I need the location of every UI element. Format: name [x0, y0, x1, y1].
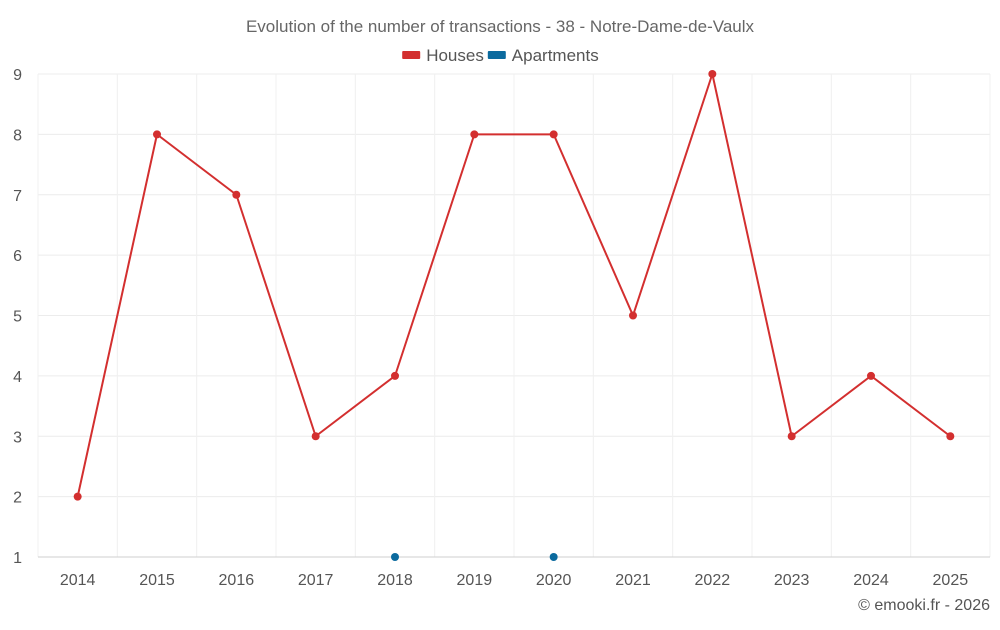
- y-tick-label: 3: [13, 429, 22, 446]
- data-point[interactable]: [549, 130, 558, 139]
- y-tick-label: 9: [13, 67, 22, 84]
- y-tick-label: 1: [13, 550, 22, 567]
- legend-label: Apartments: [512, 46, 599, 65]
- y-tick-label: 5: [13, 309, 22, 326]
- legend-item-houses[interactable]: Houses: [402, 46, 484, 65]
- x-tick-label: 2019: [457, 572, 493, 589]
- grid: [37, 73, 991, 557]
- data-point[interactable]: [391, 553, 399, 561]
- legend: Houses Apartments: [402, 46, 599, 65]
- x-tick-label: 2020: [536, 572, 572, 589]
- data-point[interactable]: [946, 432, 955, 441]
- x-tick-label: 2016: [219, 572, 255, 589]
- series-line: [76, 73, 951, 497]
- credit-text: © emooki.fr - 2026: [858, 597, 990, 614]
- data-point[interactable]: [787, 432, 796, 441]
- y-tick-label: 6: [13, 248, 22, 265]
- data-point[interactable]: [470, 130, 479, 139]
- y-axis: 1 2 3 4 5 6 7 8 9: [13, 67, 22, 567]
- x-tick-label: 2015: [139, 572, 175, 589]
- x-tick-label: 2017: [298, 572, 334, 589]
- series-houses: [73, 70, 955, 501]
- data-point[interactable]: [311, 432, 320, 441]
- series-layer: [73, 70, 955, 561]
- legend-item-apartments[interactable]: Apartments: [487, 46, 599, 65]
- y-tick-label: 4: [13, 369, 22, 386]
- data-point[interactable]: [549, 553, 558, 561]
- x-tick-label: 2024: [853, 572, 889, 589]
- data-point[interactable]: [73, 492, 82, 501]
- data-point[interactable]: [629, 311, 637, 320]
- legend-swatch: [402, 51, 421, 59]
- data-point[interactable]: [232, 190, 241, 199]
- x-tick-label: 2021: [615, 572, 651, 589]
- data-point[interactable]: [153, 130, 161, 139]
- data-point[interactable]: [708, 70, 717, 78]
- x-tick-label: 2014: [60, 572, 96, 589]
- data-point[interactable]: [391, 371, 399, 380]
- x-tick-label: 2022: [695, 572, 731, 589]
- y-tick-label: 8: [13, 127, 22, 144]
- y-tick-label: 2: [13, 490, 22, 507]
- x-axis: 2014 2015 2016 2017 2018 2019 2020 2021 2022 2023…: [38, 556, 990, 589]
- legend-swatch: [487, 51, 506, 59]
- data-point[interactable]: [867, 371, 875, 380]
- y-tick-label: 7: [13, 188, 22, 205]
- legend-label: Houses: [426, 46, 484, 65]
- x-tick-label: 2023: [774, 572, 810, 589]
- chart-title: Evolution of the number of transactions …: [246, 17, 755, 36]
- x-tick-label: 2018: [377, 572, 413, 589]
- series-apartments: [391, 553, 558, 561]
- x-tick-label: 2025: [933, 572, 969, 589]
